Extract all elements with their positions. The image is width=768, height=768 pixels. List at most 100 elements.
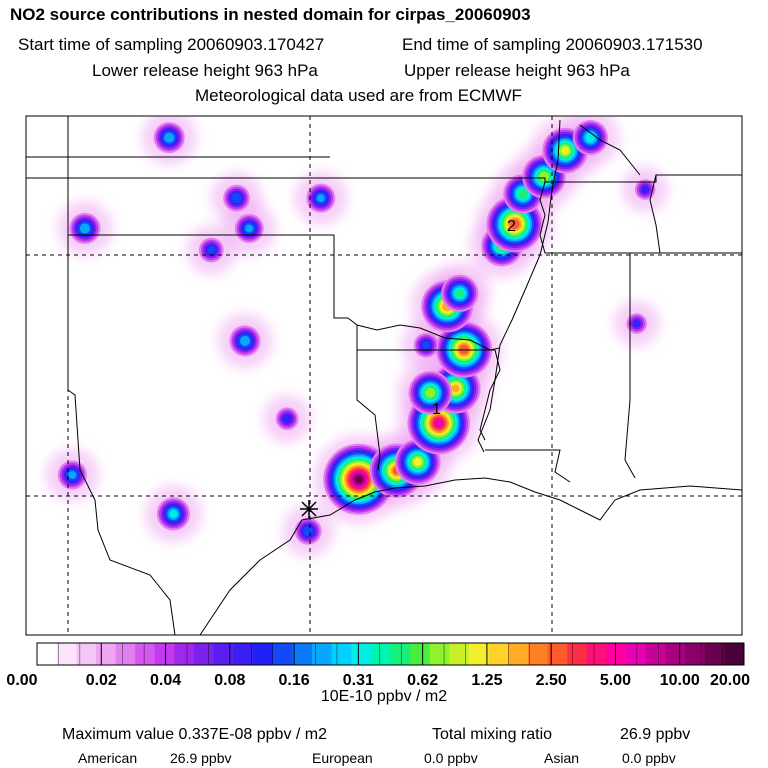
colorbar-tick-label: 10.00: [660, 672, 700, 689]
hotspot: [413, 332, 439, 358]
state-border: [485, 449, 571, 483]
hotspot-contour: [425, 387, 436, 398]
colorbar-swatch: [292, 643, 313, 665]
colorbar-swatch: [685, 643, 706, 665]
hotspot-contour: [455, 289, 464, 298]
colorbar-tick-label: 0.04: [150, 672, 181, 689]
hotspot-contour: [164, 132, 175, 143]
colorbar-swatch: [508, 643, 529, 665]
colorbar-tick-label: 0.02: [86, 672, 117, 689]
colorbar-swatch: [135, 643, 156, 665]
colorbar-tick-label: 0.00: [6, 672, 37, 689]
colorbar-swatch: [311, 643, 333, 665]
hotspot: [634, 179, 656, 200]
hotspot-contour: [422, 341, 431, 350]
plot-area: [26, 116, 742, 635]
colorbar: [36, 642, 745, 666]
colorbar-swatch: [606, 643, 627, 665]
hotspot: [234, 213, 264, 243]
colorbar-swatch: [704, 643, 725, 665]
hotspot: [198, 237, 224, 263]
colorbar-tick-label: 2.50: [536, 672, 567, 689]
hotspot-contour: [68, 470, 77, 479]
colorbar-swatch: [213, 643, 234, 665]
colorbar-swatch: [115, 643, 136, 665]
colorbar-swatch: [351, 643, 372, 665]
colorbar-tick-label: 0.08: [214, 672, 245, 689]
start-time-text: Start time of sampling 20060903.170427: [18, 35, 325, 54]
upper-release-text: Upper release height 963 hPa: [404, 61, 630, 80]
colorbar-swatch: [449, 643, 470, 665]
receptor-marker: [300, 500, 318, 518]
hotspot: [275, 407, 299, 431]
hotspot: [323, 443, 395, 515]
hotspot-contour: [316, 194, 325, 203]
state-border: [67, 255, 176, 635]
state-border: [624, 253, 636, 479]
colorbar-ticks: 0.00 0.02 0.04 0.08 0.16 0.31 0.62 1.25 2.50 5.00…: [6, 643, 750, 689]
colorbar-swatch: [56, 643, 77, 665]
hotspot-contour: [207, 246, 216, 255]
met-data-text: Meteorological data used are from ECMWF: [195, 86, 522, 105]
hotspot-contour: [509, 219, 520, 230]
hotspot-contour: [79, 223, 91, 234]
colorbar-swatch: [527, 643, 549, 665]
colorbar-swatch: [626, 643, 647, 665]
hotspot: [156, 497, 191, 531]
colorbar-swatch: [567, 643, 588, 665]
colorbar-tick-label: 0.31: [343, 672, 374, 689]
colorbar-swatch: [410, 643, 431, 665]
hotspot: [522, 154, 566, 199]
colorbar-swatch: [272, 643, 293, 665]
graticule: [26, 116, 742, 635]
colorbar-swatch: [95, 643, 117, 665]
colorbar-tick-label: 20.00: [710, 672, 750, 689]
colorbar-swatch: [174, 643, 195, 665]
hotspot-contour: [231, 193, 242, 204]
hotspot: [572, 119, 609, 156]
colorbar-swatch: [194, 643, 215, 665]
american-value: 26.9 ppbv: [170, 750, 232, 766]
hotspot-contour: [561, 146, 570, 155]
hotspot-contour: [451, 384, 460, 393]
asian-value: 0.0 ppbv: [622, 750, 676, 766]
total-mixing-value: 26.9 ppbv: [620, 726, 691, 743]
hotspot: [408, 370, 453, 415]
hotspot: [306, 183, 336, 213]
point-label-1: 1: [432, 401, 441, 418]
hotspot-contour: [632, 319, 641, 328]
lower-release-text: Lower release height 963 hPa: [92, 61, 318, 80]
hotspot: [229, 325, 261, 357]
european-value: 0.0 ppbv: [424, 750, 478, 766]
max-value-text: Maximum value 0.337E-08 ppbv / m2: [62, 726, 328, 743]
state-border: [649, 174, 661, 254]
hotspot-contour: [517, 188, 529, 199]
colorbar-swatch: [370, 643, 391, 665]
hotspot: [223, 184, 251, 212]
hotspot: [69, 212, 101, 244]
colorbar-swatch: [253, 643, 274, 665]
colorbar-swatch: [429, 643, 450, 665]
colorbar-tick-label: 1.25: [471, 672, 502, 689]
hotspot-contour: [413, 458, 422, 466]
hotspot: [441, 274, 479, 313]
end-time-text: End time of sampling 20060903.171530: [402, 35, 703, 54]
state-border: [26, 174, 742, 183]
point-label-2: 2: [507, 218, 516, 235]
hotspot-contour: [641, 185, 650, 194]
hotspot: [294, 517, 322, 545]
hotspot-contour: [303, 526, 314, 537]
hotspot: [626, 313, 648, 334]
colorbar-swatch: [469, 643, 490, 665]
colorbar-swatch: [37, 643, 58, 665]
american-label: American: [78, 750, 138, 766]
colorbar-swatch: [586, 643, 608, 665]
colorbar-unit-label: 10E-10 ppbv / m2: [320, 688, 448, 705]
colorbar-tick-label: 5.00: [600, 672, 631, 689]
river: [579, 124, 641, 176]
chart-title: NO2 source contributions in nested domai…: [10, 5, 531, 24]
state-border: [356, 350, 381, 471]
coastline: [199, 477, 742, 635]
colorbar-swatch: [724, 643, 745, 665]
